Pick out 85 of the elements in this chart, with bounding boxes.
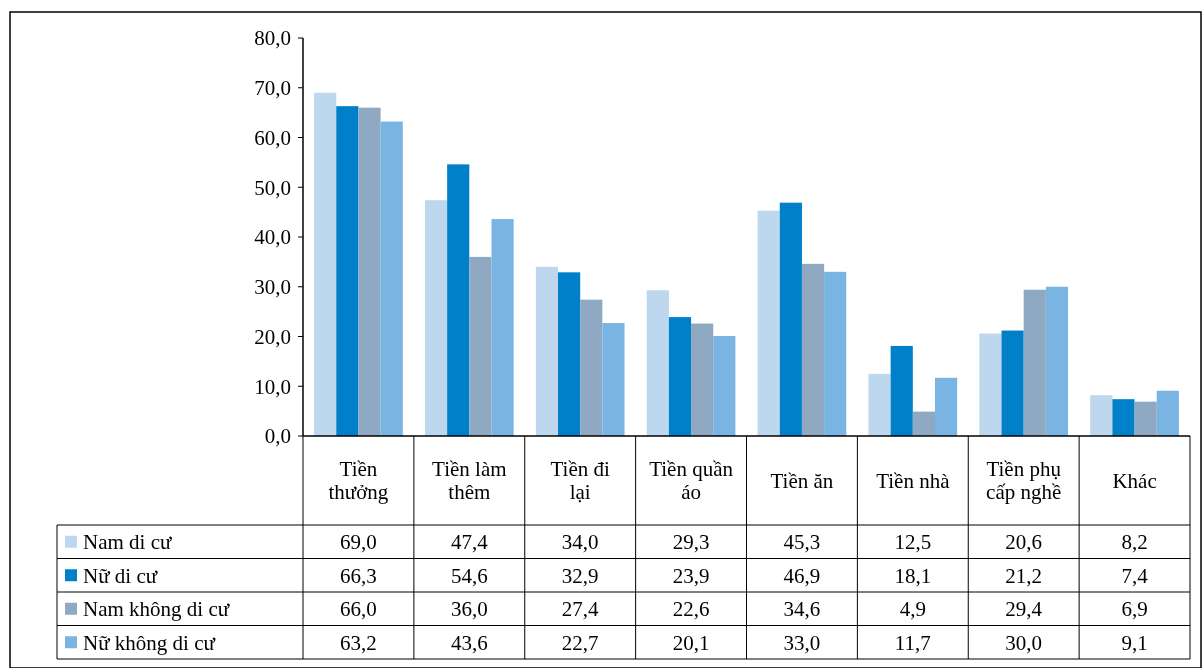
text: 30,0: [1005, 630, 1043, 655]
x-tick-label: Tiền ăn: [770, 468, 834, 493]
bar: [314, 92, 337, 436]
y-tick-label: 70,0: [254, 76, 291, 101]
y-tick-label: 50,0: [254, 175, 291, 200]
text: 23,9: [672, 563, 710, 588]
bar: [668, 317, 692, 436]
text: 34,0: [561, 530, 599, 555]
bar: [1156, 390, 1179, 436]
bar: [1001, 330, 1024, 436]
text: 6,9: [1121, 597, 1148, 622]
y-tick-label: 10,0: [254, 374, 291, 399]
bar: [779, 202, 802, 436]
bar: [1090, 395, 1113, 436]
x-tick-label: Tiền đi lại: [550, 457, 611, 505]
bar: [1023, 289, 1046, 436]
text: 11,7: [894, 630, 931, 655]
bar: [824, 271, 847, 436]
bar: [979, 333, 1002, 436]
text: 4,9: [899, 597, 926, 622]
bar: [801, 263, 825, 436]
text: 45,3: [783, 530, 821, 555]
bar: [1112, 399, 1135, 436]
text: 22,7: [561, 630, 599, 655]
bar: [336, 106, 359, 436]
bar: [934, 377, 958, 436]
bar: [424, 200, 448, 436]
text: 66,3: [340, 563, 377, 588]
text: 9,1: [1121, 630, 1148, 655]
bar: [380, 121, 403, 436]
legend-label: Nữ di cư: [83, 563, 158, 588]
y-tick-label: 40,0: [254, 225, 291, 250]
text: 27,4: [561, 597, 599, 622]
bar: [868, 373, 891, 436]
text: 46,9: [783, 563, 821, 588]
text: 36,0: [450, 597, 488, 622]
x-tick-label: Tiền phụ cấp nghề: [986, 457, 1062, 505]
text: 29,3: [672, 530, 710, 555]
bar: [491, 219, 514, 436]
text: 20,1: [672, 630, 710, 655]
bar: [646, 290, 669, 436]
x-tick-label: Tiền làm thêm: [432, 457, 507, 505]
legend-label: Nữ không di cư: [83, 630, 216, 655]
text: 18,1: [894, 563, 932, 588]
bar: [580, 299, 603, 436]
bar: [890, 345, 913, 436]
bar: [558, 272, 581, 436]
legend-label: Nam không di cư: [83, 597, 230, 622]
y-tick-label: 60,0: [254, 125, 291, 150]
text: 32,9: [561, 563, 599, 588]
bar: [912, 411, 935, 436]
text: 54,6: [450, 563, 488, 588]
x-tick-label: Tiền quần áo: [649, 457, 734, 505]
text: 20,6: [1005, 530, 1043, 555]
text: 12,5: [894, 530, 932, 555]
bar: [691, 323, 714, 436]
text: 47,4: [450, 530, 488, 555]
text: 66,0: [340, 597, 377, 622]
text: 69,0: [340, 530, 377, 555]
bar: [469, 256, 492, 436]
text: 34,6: [783, 597, 821, 622]
text: 22,6: [672, 597, 710, 622]
bar: [602, 323, 625, 436]
text: 63,2: [340, 630, 377, 655]
text: 33,0: [783, 630, 821, 655]
bar: [535, 266, 559, 436]
y-tick-label: 20,0: [254, 324, 291, 349]
y-tick-label: 80,0: [254, 26, 291, 51]
x-tick-label: Tiền nhà: [876, 468, 951, 493]
text: 43,6: [450, 630, 488, 655]
legend-label: Nam di cư: [83, 530, 172, 555]
text: 8,2: [1121, 530, 1148, 555]
x-tick-label: Khác: [1112, 468, 1157, 493]
text: 21,2: [1005, 563, 1043, 588]
y-tick-label: 30,0: [254, 275, 291, 300]
bar: [358, 107, 381, 436]
y-tick-label: 0,0: [264, 424, 291, 449]
bar: [447, 164, 470, 436]
bar: [1134, 401, 1157, 436]
bar: [713, 336, 736, 436]
text: 29,4: [1005, 597, 1043, 622]
text: 7,4: [1121, 563, 1148, 588]
bar: [757, 210, 780, 436]
x-tick-label: Tiền thưởng: [328, 457, 389, 505]
bar: [1045, 286, 1069, 436]
